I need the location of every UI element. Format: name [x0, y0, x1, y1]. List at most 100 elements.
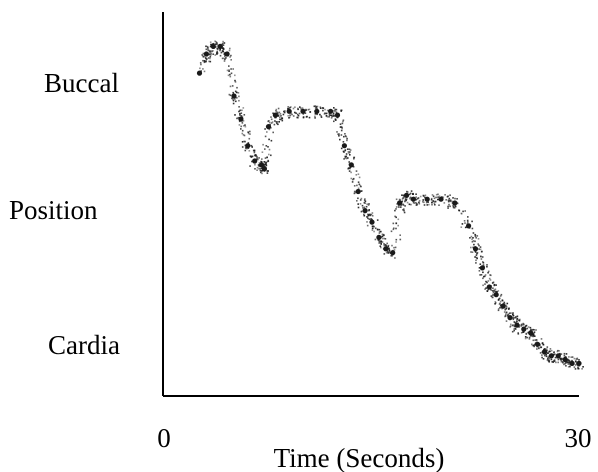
trace-speckle — [264, 148, 266, 150]
trace-speckle — [347, 151, 350, 153]
trace-speckle — [556, 354, 559, 357]
trace-speckle — [474, 240, 476, 243]
trace-speckle — [499, 300, 502, 303]
trace-speckle — [266, 156, 268, 159]
trace-speckle — [339, 123, 342, 125]
trace-speckle — [368, 209, 370, 211]
trace-speckle — [307, 108, 310, 111]
trace-speckle — [381, 237, 384, 240]
trace-speckle — [490, 274, 492, 277]
trace-speckle — [270, 122, 273, 124]
trace-speckle — [278, 121, 280, 123]
trace-speckle — [378, 241, 381, 243]
trace-speckle — [573, 366, 576, 368]
trace-speckle — [482, 261, 484, 263]
trace-speckle — [299, 107, 302, 109]
trace-speckle — [344, 157, 346, 159]
trace-speckle — [490, 289, 493, 291]
trace-speckle — [567, 361, 570, 363]
trace-speckle — [219, 49, 221, 52]
trace-speckle — [497, 290, 500, 292]
trace-speckle — [264, 135, 267, 138]
trace-speckle — [357, 197, 359, 200]
trace-speckle — [265, 161, 267, 164]
trace-speckle — [574, 364, 577, 366]
trace-speckle — [536, 348, 538, 350]
trace-speckle — [332, 115, 335, 117]
trace-speckle — [256, 166, 259, 169]
trace-speckle — [559, 357, 561, 359]
trace-speckle — [341, 126, 343, 129]
trace-speckle — [412, 200, 414, 202]
trace-speckle — [448, 199, 451, 202]
trace-speckle — [405, 199, 407, 202]
trace-speckle — [462, 210, 464, 213]
trace-speckle — [480, 267, 483, 269]
trace-speckle — [520, 325, 522, 327]
trace-speckle — [426, 204, 429, 206]
trace-speckle — [207, 57, 210, 59]
trace-speckle — [201, 54, 204, 57]
data-point — [217, 43, 223, 50]
trace-speckle — [489, 274, 491, 276]
trace-speckle — [364, 198, 366, 200]
trace-speckle — [497, 308, 500, 310]
trace-speckle — [378, 231, 381, 233]
trace-speckle — [477, 243, 479, 245]
trace-speckle — [466, 225, 469, 228]
trace-speckle — [395, 198, 398, 201]
trace-speckle — [377, 239, 380, 241]
trace-speckle — [452, 206, 455, 209]
trace-speckle — [567, 363, 570, 365]
trace-speckle — [422, 199, 424, 201]
trace-speckle — [260, 170, 263, 172]
trace-speckle — [520, 331, 523, 334]
data-point — [334, 112, 341, 118]
trace-speckle — [491, 296, 493, 299]
trace-speckle — [403, 209, 405, 212]
trace-speckle — [203, 55, 206, 58]
trace-speckle — [395, 238, 398, 241]
trace-speckle — [215, 43, 217, 45]
trace-speckle — [232, 99, 235, 101]
trace-speckle — [326, 109, 329, 112]
trace-speckle — [402, 203, 404, 205]
trace-speckle — [345, 157, 348, 160]
trace-speckle — [514, 317, 516, 319]
trace-speckle — [383, 244, 385, 247]
trace-speckle — [549, 348, 552, 350]
trace-speckle — [476, 257, 478, 260]
trace-speckle — [236, 86, 238, 89]
trace-speckle — [219, 54, 222, 57]
trace-speckle — [214, 54, 217, 56]
trace-speckle — [452, 204, 454, 207]
x-axis-title: Time (Seconds) — [274, 443, 445, 472]
trace-speckle — [335, 108, 338, 111]
trace-speckle — [533, 345, 535, 348]
trace-speckle — [381, 235, 384, 238]
trace-speckle — [397, 204, 400, 207]
trace-speckle — [366, 216, 368, 218]
trace-speckle — [237, 92, 240, 94]
trace-speckle — [361, 190, 363, 192]
trace-speckle — [288, 117, 290, 119]
trace-speckle — [528, 338, 531, 340]
trace-speckle — [546, 359, 549, 361]
trace-speckle — [547, 356, 549, 359]
trace-speckle — [242, 134, 245, 136]
trace-speckle — [542, 343, 545, 346]
trace-speckle — [545, 355, 548, 358]
trace-speckle — [352, 165, 354, 167]
trace-speckle — [348, 167, 350, 169]
trace-speckle — [499, 306, 501, 309]
trace-speckle — [566, 361, 569, 364]
trace-speckle — [240, 115, 243, 117]
trace-speckle — [304, 112, 307, 114]
trace-speckle — [229, 56, 231, 58]
trace-speckle — [394, 246, 397, 249]
data-point — [493, 292, 499, 298]
trace-speckle — [560, 358, 562, 361]
trace-speckle — [532, 328, 534, 331]
trace-speckle — [305, 109, 307, 112]
trace-speckle — [553, 360, 556, 362]
